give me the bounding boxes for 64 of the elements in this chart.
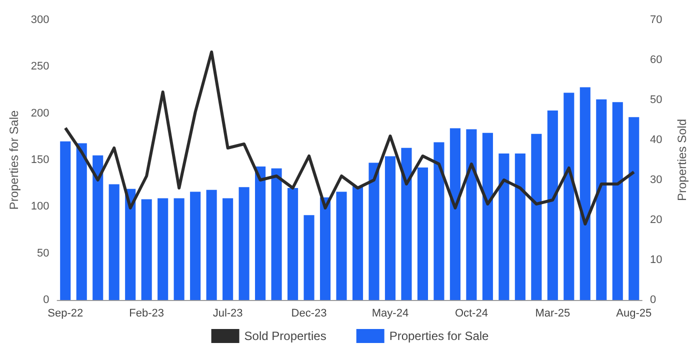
bar [466, 129, 477, 300]
x-tick-label: Sep-22 [48, 308, 84, 320]
y2-tick-label: 20 [650, 214, 662, 226]
bar [531, 134, 542, 300]
x-tick-label: May-24 [372, 308, 409, 320]
bar [450, 128, 460, 300]
bar [564, 92, 574, 300]
bar [384, 156, 396, 300]
legend-label: Sold Properties [244, 329, 326, 343]
y2-tick-label: 0 [650, 294, 656, 306]
y2-axis-title: Properties Sold [675, 118, 689, 202]
bar [320, 197, 331, 300]
y2-tick-label: 70 [650, 14, 662, 26]
bar [514, 153, 526, 300]
bar [628, 117, 640, 300]
bar [482, 132, 493, 300]
y2-tick-label: 60 [650, 54, 662, 66]
y2-tick-label: 30 [650, 174, 662, 186]
bar [368, 162, 380, 300]
y-tick-label: 100 [30, 200, 50, 213]
x-tick-label: Feb-23 [129, 308, 164, 320]
x-tick-label: Dec-23 [291, 308, 327, 320]
bar [612, 102, 623, 300]
y-tick-label: 250 [30, 60, 50, 73]
bar [547, 110, 558, 300]
bar [206, 190, 217, 300]
bar [434, 142, 444, 300]
y-tick-label: 300 [30, 14, 50, 26]
y-tick-label: 150 [30, 154, 50, 166]
y-tick-label: 200 [30, 107, 50, 120]
x-tick-label: Aug-25 [616, 308, 652, 320]
bar [108, 184, 120, 300]
bar [190, 192, 201, 300]
bar [271, 168, 282, 300]
bar [596, 99, 607, 300]
bar [255, 166, 266, 300]
y-tick-label: 0 [43, 294, 50, 306]
y2-tick-label: 40 [650, 134, 662, 146]
bar [238, 187, 250, 300]
bar [141, 199, 152, 300]
legend-label: Properties for Sale [389, 329, 490, 343]
bar [76, 143, 87, 300]
bar [125, 188, 136, 300]
bar [336, 192, 347, 300]
bar [401, 148, 412, 300]
bar [222, 198, 234, 300]
bar [92, 155, 104, 300]
bar [417, 167, 428, 300]
bar [498, 153, 510, 300]
bar [580, 87, 590, 300]
bar [304, 215, 314, 300]
y2-tick-label: 10 [650, 254, 662, 266]
bar [158, 198, 168, 300]
x-tick-label: Oct-24 [454, 308, 488, 320]
y-axis-title: Properties for Sale [7, 110, 21, 210]
bar [174, 198, 184, 300]
x-tick-label: Jul-23 [212, 308, 243, 320]
y-tick-label: 50 [37, 247, 50, 260]
bar [287, 188, 298, 300]
bar [60, 141, 71, 300]
x-tick-label: Mar-25 [535, 308, 570, 320]
line-series [64, 50, 636, 226]
bar [352, 186, 364, 300]
y2-tick-label: 50 [650, 94, 662, 106]
